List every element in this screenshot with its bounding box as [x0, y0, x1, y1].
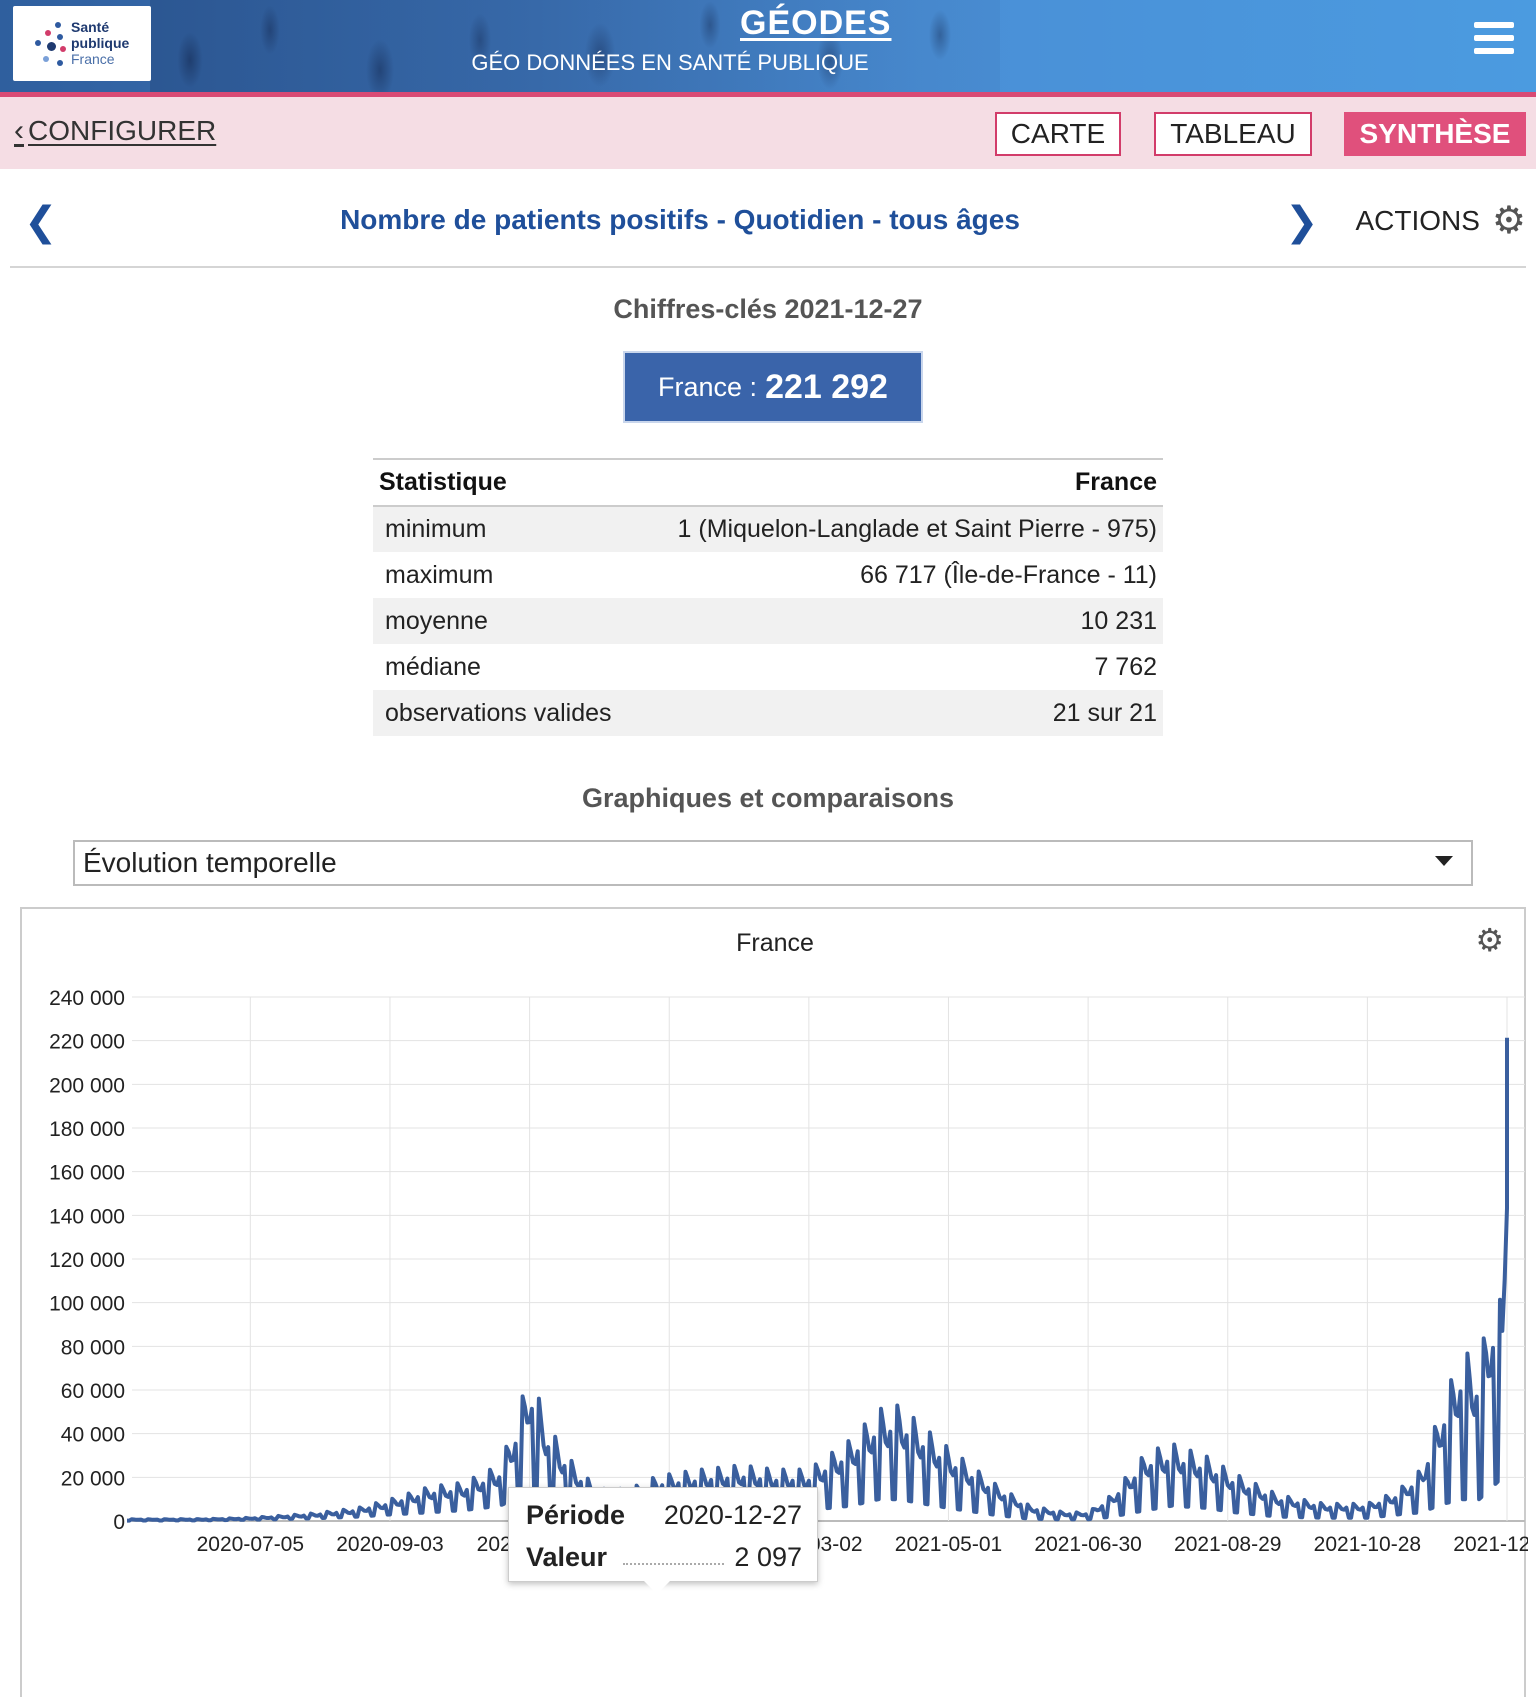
next-indicator-icon[interactable]: ❯ [1285, 200, 1319, 244]
sante-publique-france-logo[interactable]: Santé publique France [13, 6, 151, 81]
tooltip-leader [623, 1542, 725, 1565]
chart-tooltip: Période 2020-12-27 Valeur 2 097 [508, 1487, 818, 1594]
y-tick-label: 220 000 [49, 1031, 125, 1054]
x-tick-label: 2021-10-28 [1314, 1533, 1421, 1556]
table-row: moyenne 10 231 [373, 598, 1163, 644]
tooltip-pointer [644, 1581, 670, 1594]
y-tick-label: 200 000 [49, 1074, 125, 1097]
x-tick-label: 2021-06-30 [1034, 1533, 1141, 1556]
x-tick-label: 2021-05-01 [895, 1533, 1002, 1556]
top-banner: Santé publique France GÉODES GÉO DONNÉES… [0, 0, 1536, 92]
tooltip-period-value: 2020-12-27 [663, 1500, 802, 1530]
chart-settings-gear-icon[interactable]: ⚙ [1475, 922, 1504, 958]
table-row: minimum 1 (Miquelon-Langlade et Saint Pi… [373, 506, 1163, 552]
line-chart[interactable]: 0 20 000 40 000 60 000 80 000 100 000 120 000 1… [22, 909, 1528, 1697]
x-tick-label: 2020-09-03 [336, 1533, 443, 1556]
hamburger-icon[interactable] [1474, 22, 1514, 62]
back-configurer-link[interactable]: ‹ CONFIGURER [14, 114, 216, 148]
chart-type-selected-value: Évolution temporelle [83, 847, 337, 878]
app-title[interactable]: GÉODES [740, 4, 892, 42]
caret-down-icon [1435, 856, 1453, 866]
stat-name: maximum [385, 560, 494, 589]
view-nav-bar: ‹ CONFIGURER CARTE TABLEAU SYNTHÈSE [0, 97, 1536, 169]
stat-name: moyenne [373, 598, 634, 644]
y-tick-label: 140 000 [49, 1205, 125, 1228]
indicator-title-row: ❮ Nombre de patients positifs - Quotidie… [10, 180, 1526, 268]
y-tick-label: 160 000 [49, 1162, 125, 1185]
table-row: maximum 66 717 (Île-de-France - 11) [373, 552, 1163, 598]
y-tick-label: 80 000 [61, 1336, 125, 1359]
tab-tableau[interactable]: TABLEAU [1154, 112, 1312, 156]
table-header-statistique: Statistique [373, 458, 634, 507]
actions-button[interactable]: ACTIONS ⚙ [1355, 202, 1526, 240]
stat-name: observations valides [373, 690, 634, 736]
indicator-title: Nombre de patients positifs - Quotidien … [340, 204, 1020, 235]
y-tick-label: 120 000 [49, 1249, 125, 1272]
x-tick-label: 2021-08-29 [1174, 1533, 1281, 1556]
kpi-france-value: France : 221 292 [623, 351, 923, 423]
x-tick-label: 2020-07-05 [197, 1533, 304, 1556]
x-tick-label: 2021-12-27 [1453, 1533, 1528, 1556]
stat-value: 7 762 [1094, 652, 1157, 681]
kpi-value: 221 292 [765, 367, 888, 406]
statistics-table: Statistique France minimum 1 (Miquelon-L… [373, 458, 1163, 736]
kpi-label: France : [658, 371, 758, 402]
y-tick-label: 180 000 [49, 1118, 125, 1141]
y-tick-label: 240 000 [49, 987, 125, 1010]
tab-synthese[interactable]: SYNTHÈSE [1344, 112, 1526, 156]
tab-carte[interactable]: CARTE [995, 112, 1121, 156]
gear-icon: ⚙ [1491, 200, 1526, 242]
charts-section-title: Graphiques et comparaisons [581, 783, 955, 813]
stat-name: médiane [385, 652, 481, 681]
key-figures-title: Chiffres-clés 2021-12-27 [613, 294, 923, 324]
stat-value: 10 231 [633, 598, 1163, 644]
table-row: médiane 7 762 [373, 644, 1163, 690]
table-row: observations valides 21 sur 21 [373, 690, 1163, 736]
y-tick-label: 60 000 [61, 1380, 125, 1403]
actions-label: ACTIONS [1355, 205, 1480, 236]
y-tick-label: 40 000 [61, 1424, 125, 1447]
tooltip-value-label: Valeur [526, 1542, 608, 1572]
series-line-france [127, 1037, 1509, 1523]
table-header-france: France [633, 458, 1163, 507]
tooltip-period-label: Période [526, 1500, 626, 1530]
y-tick-label: 20 000 [61, 1467, 125, 1490]
chart-title: France [736, 929, 814, 957]
stat-value: 1 (Miquelon-Langlade et Saint Pierre - 9… [633, 506, 1163, 552]
y-tick-label: 100 000 [49, 1293, 125, 1316]
stat-value: 21 sur 21 [633, 690, 1163, 736]
stat-value: 66 717 (Île-de-France - 11) [860, 560, 1157, 589]
chevron-left-icon: ‹ [14, 114, 24, 147]
stat-name: minimum [373, 506, 634, 552]
y-tick-label: 0 [113, 1511, 125, 1534]
app-subtitle: GÉO DONNÉES EN SANTÉ PUBLIQUE [471, 50, 869, 75]
banner-accent-line [0, 92, 1536, 97]
logo-dots [33, 20, 73, 72]
logo-text: Santé publique France [71, 19, 130, 67]
chart-type-select[interactable]: Évolution temporelle [73, 840, 1473, 886]
banner-background-photo [150, 0, 1000, 92]
tooltip-value-value: 2 097 [734, 1542, 802, 1572]
back-configurer-label: CONFIGURER [28, 115, 217, 146]
previous-indicator-icon[interactable]: ❮ [24, 200, 58, 244]
